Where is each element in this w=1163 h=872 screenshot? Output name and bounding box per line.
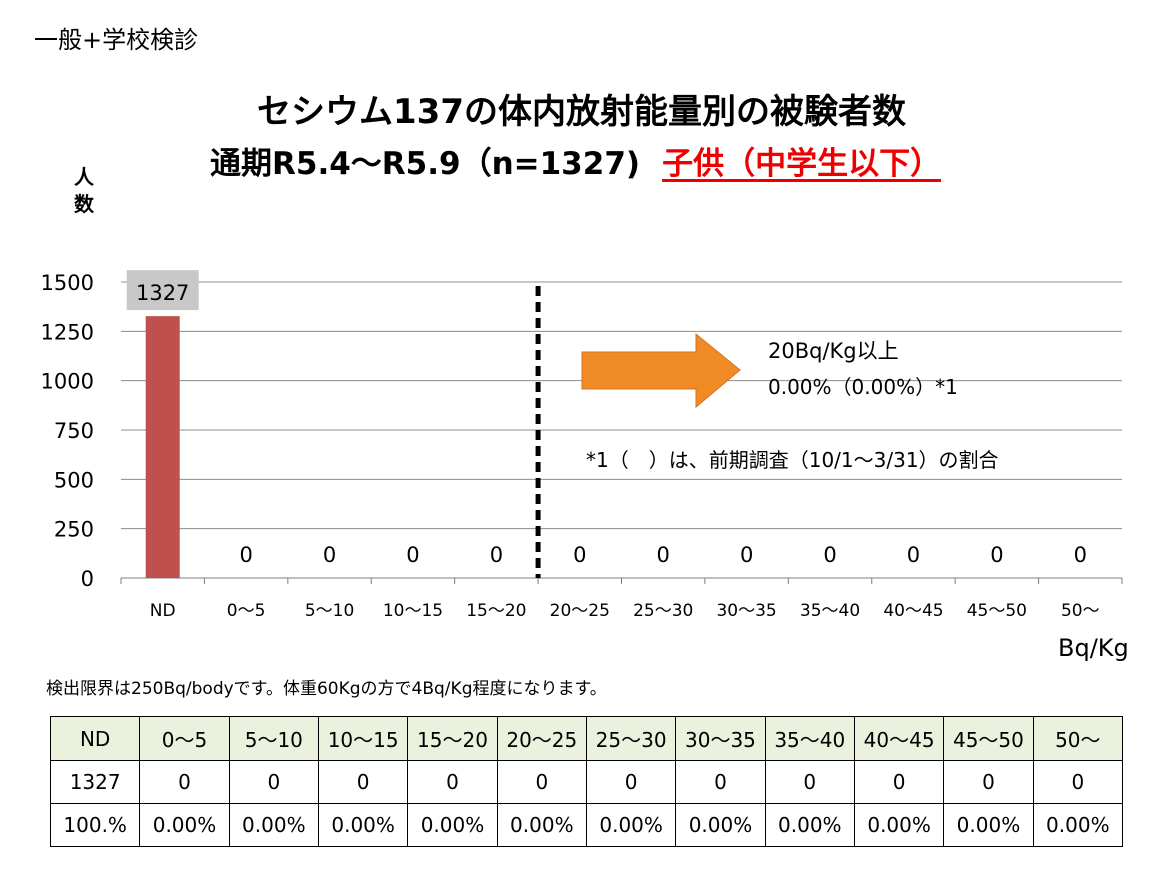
footnote-label: *1（ ）は、前期調査（10/1～3/31）の割合: [586, 448, 999, 472]
x-tick-label: 25～30: [633, 601, 693, 621]
table-percent-cell: 0.00%: [764, 803, 855, 847]
table-header-row: ND 0～5 5～10 10～15 15～20 20～25 25～30 30～35 35～40 4…: [49, 716, 1124, 761]
table-percent-cell: 0.00%: [317, 803, 409, 847]
period-label: 通期R5.4～R5.9（n=1327): [210, 146, 641, 182]
data-label: 0: [823, 543, 836, 567]
y-tick-label: 0: [81, 567, 94, 591]
data-label: 0: [1074, 543, 1087, 567]
table-percent-cell: 0.00%: [407, 803, 498, 847]
table-header-cell: ND: [49, 716, 141, 761]
table-header-cell: 0～5: [139, 716, 230, 761]
table-count-cell: 0: [317, 760, 409, 804]
table-header-cell: 40～45: [853, 716, 945, 761]
table-percent-cell: 0.00%: [1032, 803, 1124, 847]
data-label: 0: [907, 543, 920, 567]
table-header-cell: 25～30: [585, 716, 677, 761]
bars: [145, 316, 180, 578]
data-label-box: [126, 270, 199, 311]
table-percent-cell: 0.00%: [139, 803, 230, 847]
x-tick-label: 40～45: [883, 601, 943, 621]
table-header-cell: 20～25: [496, 716, 587, 761]
gridlines: [120, 281, 1123, 584]
table-header-cell: 10～15: [317, 716, 409, 761]
x-axis-unit: Bq/Kg: [1058, 634, 1129, 662]
table-count-cell: 0: [1032, 760, 1124, 804]
data-label: 0: [239, 543, 252, 567]
table-count-cell: 0: [675, 760, 766, 804]
table-percent-cell: 0.00%: [853, 803, 945, 847]
data-labels: 1327 0 0 0 0 0 0 0 0 0 0 0: [126, 270, 1087, 567]
data-label: 0: [573, 543, 586, 567]
y-tick-label: 1500: [41, 271, 94, 295]
table-count-cell: 0: [585, 760, 677, 804]
table-count-cell: 0: [228, 760, 319, 804]
x-tick-label: 50～: [1061, 601, 1100, 621]
data-label: 0: [323, 543, 336, 567]
x-tick-label: 20～25: [550, 601, 610, 621]
table-percent-cell: 0.00%: [943, 803, 1034, 847]
table-header-cell: 30～35: [675, 716, 766, 761]
table-header-cell: 35～40: [764, 716, 855, 761]
data-label: 0: [406, 543, 419, 567]
x-tick-label: 30～35: [716, 601, 776, 621]
table-count-cell: 0: [496, 760, 587, 804]
y-tick-label: 250: [54, 518, 94, 542]
y-tick-label: 750: [54, 419, 94, 443]
table-header-cell: 45～50: [943, 716, 1034, 761]
chart-subtitle: 通期R5.4～R5.9（n=1327) 子供（中学生以下）: [210, 138, 941, 183]
group-label: 子供（中学生以下）: [662, 146, 942, 182]
table-row-percents: 100.% 0.00% 0.00% 0.00% 0.00% 0.00% 0.00% 0.00%…: [49, 803, 1124, 847]
table-count-cell: 0: [764, 760, 855, 804]
y-axis-label: 人数: [74, 165, 94, 216]
data-label: 0: [490, 543, 503, 567]
x-tick-label: 5～10: [305, 601, 354, 621]
bar: [145, 316, 180, 578]
y-tick-label: 1000: [41, 370, 94, 394]
x-tick-label: ND: [150, 601, 176, 621]
table-count-cell: 0: [853, 760, 945, 804]
x-tick-label: 45～50: [967, 601, 1027, 621]
y-tick-label: 1250: [41, 320, 94, 344]
data-table: ND 0～5 5～10 10～15 15～20 20～25 25～30 30～35 35～40 4…: [49, 716, 1124, 847]
chart-title: セシウム137の体内放射能量別の被験者数: [257, 92, 906, 132]
table-percent-cell: 100.%: [49, 803, 141, 847]
table-percent-cell: 0.00%: [228, 803, 319, 847]
table-count-cell: 1327: [49, 760, 141, 804]
x-tick-label: 15～20: [466, 601, 526, 621]
table-header-cell: 5～10: [228, 716, 319, 761]
detection-note: 検出限界は250Bq/bodyです。体重60Kgの方で4Bq/Kg程度になります…: [46, 679, 607, 699]
table-count-cell: 0: [139, 760, 230, 804]
y-tick-label: 500: [54, 468, 94, 492]
y-tick-labels: 0 250 500 750 1000 1250 1500: [41, 271, 94, 591]
data-label: 0: [740, 543, 753, 567]
arrow-label-percent: 0.00%（0.00%）*1: [768, 375, 958, 399]
arrow-icon: [581, 332, 741, 409]
table-count-cell: 0: [407, 760, 498, 804]
table-row-counts: 1327 0 0 0 0 0 0 0 0 0 0 0: [49, 760, 1124, 804]
table-header-cell: 50～: [1032, 716, 1124, 761]
corner-label: 一般+学校検診: [34, 26, 199, 54]
data-label: 1327: [136, 281, 189, 305]
x-tick-labels: ND 0～5 5～10 10～15 15～20 20～25 25～30 30～35 35～40 4…: [150, 601, 1100, 621]
x-tick-label: 10～15: [383, 601, 443, 621]
table-percent-cell: 0.00%: [585, 803, 677, 847]
x-tick-label: 35～40: [800, 601, 860, 621]
x-tick-label: 0～5: [227, 601, 266, 621]
table-percent-cell: 0.00%: [675, 803, 766, 847]
table-header-cell: 15～20: [407, 716, 498, 761]
table-percent-cell: 0.00%: [496, 803, 587, 847]
data-label: 0: [657, 543, 670, 567]
data-label: 0: [990, 543, 1003, 567]
table-count-cell: 0: [943, 760, 1034, 804]
arrow-label-threshold: 20Bq/Kg以上: [768, 339, 899, 363]
